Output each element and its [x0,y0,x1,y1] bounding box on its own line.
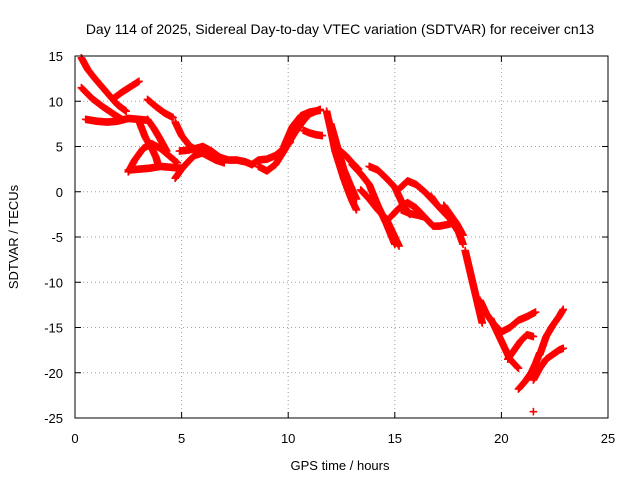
series-prn-track-22 [356,186,403,250]
data-point [459,231,467,239]
y-tick-label: 5 [56,140,63,155]
x-tick-label: 20 [494,431,508,446]
series-prn-track-5 [143,95,177,122]
data-point [395,242,403,250]
data-point [207,153,216,162]
series-prn-track-31 [503,330,538,363]
series-prn-track-9 [143,115,171,155]
data-point [513,363,522,372]
data-point [529,332,538,341]
data-point [318,131,327,140]
series-prn-track-29 [476,296,540,336]
data-point [162,147,171,155]
data-point [514,364,523,373]
plot-frame [74,55,609,419]
data-point [135,77,143,86]
data-point [420,213,429,221]
x-tick-label: 25 [601,431,615,446]
data-point [529,407,538,416]
data-point [122,107,130,116]
series-prn-track-33 [529,344,568,384]
series-prn-track-34 [535,305,568,359]
x-tick-label: 0 [71,431,78,446]
series-prn-track-36 [440,201,467,239]
series-prn-track-14 [248,138,295,169]
x-tick-label: 5 [178,431,185,446]
x-tick-label: 15 [388,431,402,446]
series-prn-track-32 [514,349,544,393]
data-point [559,344,568,353]
y-tick-label: -5 [51,230,63,245]
data-point [352,195,361,203]
series-prn-track-1 [77,54,130,116]
chart-title: Day 114 of 2025, Sidereal Day-to-day VTE… [86,21,595,37]
data-points-layer [77,54,568,416]
series-prn-track-26 [397,206,429,221]
data-point [352,206,361,214]
y-tick-label: 15 [49,49,63,64]
series-prn-track-28 [461,246,487,327]
grid-layer [75,56,608,418]
data-point [459,240,467,249]
y-tick-label: -15 [44,321,63,336]
data-point [531,308,540,316]
ticks-layer [74,55,609,419]
y-tick-label: 0 [56,185,63,200]
series-prn-track-2 [77,83,126,124]
tick-labels-layer: 0 5 10 15 20 25 -25 -20 -15 -10 -5 0 5 10 15 [44,49,615,446]
y-tick-label: -25 [44,411,63,426]
x-tick-label: 10 [281,431,295,446]
series-prn-track-16 [280,106,324,151]
data-point [316,106,324,115]
data-point [559,305,568,314]
series-prn-track-13 [216,153,256,169]
data-point [169,113,177,122]
series-prn-track-12 [175,142,224,162]
series-prn-track-11 [171,149,216,182]
series-prn-track-3 [81,114,152,126]
x-axis-label: GPS time / hours [291,458,390,473]
y-axis-label: SDTVAR / TECUs [6,184,21,289]
y-tick-label: 10 [49,94,63,109]
series-prn-track-35 [529,407,538,416]
series-prn-track-4 [109,77,143,103]
data-point [478,319,487,327]
y-tick-label: -20 [44,366,63,381]
y-tick-label: -10 [44,275,63,290]
series-prn-track-17 [299,126,327,140]
